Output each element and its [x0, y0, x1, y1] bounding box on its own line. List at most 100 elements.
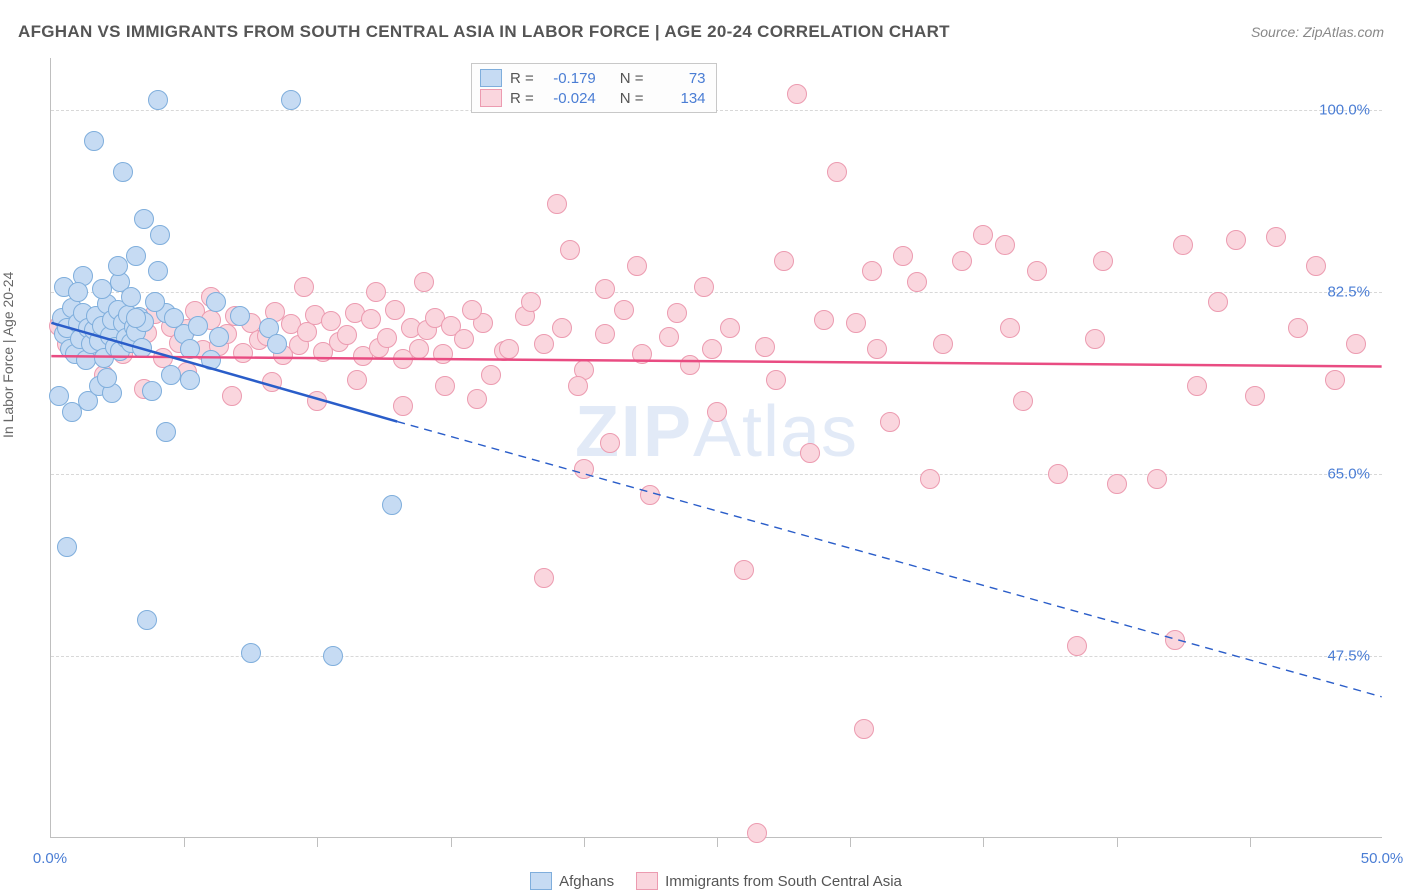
- scatter-point: [323, 646, 343, 666]
- scatter-point: [720, 318, 740, 338]
- scatter-point: [113, 162, 133, 182]
- scatter-point: [534, 334, 554, 354]
- scatter-point: [1226, 230, 1246, 250]
- scatter-point: [145, 292, 165, 312]
- x-tick: [1117, 837, 1118, 847]
- scatter-point: [164, 308, 184, 328]
- scatter-point: [161, 365, 181, 385]
- scatter-point: [659, 327, 679, 347]
- scatter-point: [814, 310, 834, 330]
- scatter-point: [880, 412, 900, 432]
- y-tick-label: 100.0%: [1319, 102, 1370, 119]
- scatter-point: [121, 287, 141, 307]
- scatter-point: [595, 324, 615, 344]
- scatter-point: [454, 329, 474, 349]
- scatter-point: [68, 282, 88, 302]
- scatter-point: [846, 313, 866, 333]
- plot-area: ZIPAtlas R = -0.179 N = 73 R = -0.024 N …: [50, 58, 1382, 838]
- scatter-point: [907, 272, 927, 292]
- x-tick: [184, 837, 185, 847]
- scatter-point: [1288, 318, 1308, 338]
- scatter-point: [595, 279, 615, 299]
- scatter-point: [560, 240, 580, 260]
- legend-label-sca: Immigrants from South Central Asia: [665, 873, 902, 890]
- scatter-point: [347, 370, 367, 390]
- x-tick: [1250, 837, 1251, 847]
- scatter-point: [385, 300, 405, 320]
- y-axis-title: In Labor Force | Age 20-24: [0, 272, 16, 438]
- scatter-point: [84, 131, 104, 151]
- x-tick-label: 50.0%: [1361, 850, 1404, 867]
- scatter-point: [702, 339, 722, 359]
- scatter-point: [433, 344, 453, 364]
- scatter-point: [787, 84, 807, 104]
- series-legend: Afghans Immigrants from South Central As…: [50, 872, 1382, 890]
- scatter-point: [108, 256, 128, 276]
- chart-title: AFGHAN VS IMMIGRANTS FROM SOUTH CENTRAL …: [18, 22, 950, 42]
- y-tick-label: 82.5%: [1327, 284, 1370, 301]
- x-tick: [584, 837, 585, 847]
- x-tick: [717, 837, 718, 847]
- scatter-point: [1027, 261, 1047, 281]
- n-value-afghans: 73: [652, 70, 706, 87]
- scatter-point: [1085, 329, 1105, 349]
- legend-label-afghans: Afghans: [559, 873, 614, 890]
- n-label: N =: [620, 70, 644, 87]
- scatter-point: [137, 610, 157, 630]
- scatter-point: [294, 277, 314, 297]
- scatter-point: [614, 300, 634, 320]
- scatter-point: [574, 459, 594, 479]
- scatter-point: [142, 381, 162, 401]
- scatter-point: [707, 402, 727, 422]
- scatter-point: [995, 235, 1015, 255]
- scatter-point: [414, 272, 434, 292]
- correlation-legend: R = -0.179 N = 73 R = -0.024 N = 134: [471, 63, 717, 113]
- scatter-point: [230, 306, 250, 326]
- watermark-zip: ZIP: [575, 392, 693, 472]
- scatter-point: [337, 325, 357, 345]
- scatter-point: [1187, 376, 1207, 396]
- scatter-point: [755, 337, 775, 357]
- scatter-point: [632, 344, 652, 364]
- scatter-point: [148, 261, 168, 281]
- scatter-point: [206, 292, 226, 312]
- scatter-point: [1306, 256, 1326, 276]
- scatter-point: [156, 422, 176, 442]
- scatter-point: [920, 469, 940, 489]
- r-label: R =: [510, 70, 534, 87]
- scatter-point: [435, 376, 455, 396]
- x-tick: [451, 837, 452, 847]
- scatter-point: [827, 162, 847, 182]
- scatter-point: [462, 300, 482, 320]
- scatter-point: [148, 90, 168, 110]
- scatter-point: [57, 537, 77, 557]
- scatter-point: [366, 282, 386, 302]
- scatter-point: [281, 90, 301, 110]
- scatter-point: [1208, 292, 1228, 312]
- scatter-point: [307, 391, 327, 411]
- scatter-point: [734, 560, 754, 580]
- scatter-point: [126, 308, 146, 328]
- scatter-point: [893, 246, 913, 266]
- scatter-point: [409, 339, 429, 359]
- scatter-point: [800, 443, 820, 463]
- scatter-point: [1245, 386, 1265, 406]
- scatter-point: [481, 365, 501, 385]
- scatter-point: [747, 823, 767, 843]
- y-tick-label: 65.0%: [1327, 466, 1370, 483]
- legend-row-sca: R = -0.024 N = 134: [480, 88, 706, 108]
- scatter-point: [854, 719, 874, 739]
- r-value-sca: -0.024: [542, 90, 596, 107]
- scatter-point: [382, 495, 402, 515]
- scatter-point: [188, 316, 208, 336]
- scatter-point: [1165, 630, 1185, 650]
- scatter-point: [393, 396, 413, 416]
- scatter-point: [667, 303, 687, 323]
- scatter-point: [1093, 251, 1113, 271]
- y-tick-label: 47.5%: [1327, 648, 1370, 665]
- scatter-point: [1013, 391, 1033, 411]
- scatter-point: [377, 328, 397, 348]
- scatter-point: [534, 568, 554, 588]
- gridline: [51, 474, 1382, 475]
- scatter-point: [1325, 370, 1345, 390]
